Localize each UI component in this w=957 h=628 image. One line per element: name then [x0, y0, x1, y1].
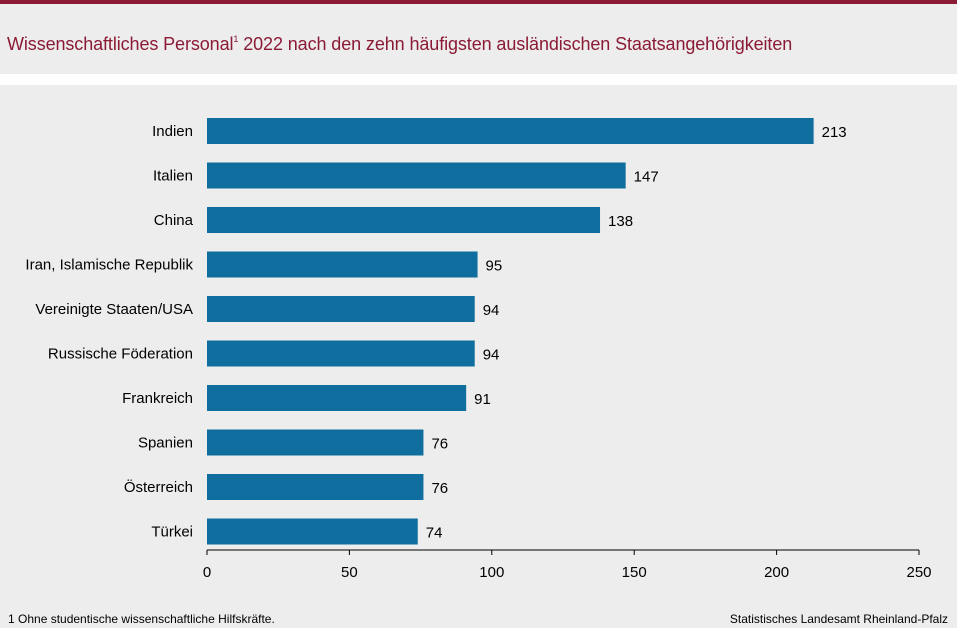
- title-separator: [0, 74, 957, 85]
- bar: [207, 251, 478, 278]
- x-tick-label: 200: [764, 564, 789, 581]
- category-label: Russische Föderation: [48, 346, 193, 363]
- title-main: Wissenschaftliches Personal: [7, 34, 234, 54]
- category-label: Indien: [152, 123, 193, 140]
- x-tick-label: 0: [203, 564, 211, 581]
- title-band: Wissenschaftliches Personal1 2022 nach d…: [0, 4, 957, 74]
- x-tick-label: 50: [341, 564, 358, 581]
- top-accent-rule: [0, 0, 957, 4]
- bar: [207, 340, 475, 367]
- category-label: Italien: [153, 168, 193, 185]
- bar: [207, 207, 601, 233]
- x-tick-label: 250: [906, 564, 931, 581]
- footnote: 1 Ohne studentische wissenschaftliche Hi…: [8, 612, 275, 626]
- bar: [207, 518, 418, 545]
- title-rest: 2022 nach den zehn häufigsten ausländisc…: [238, 34, 793, 54]
- category-label: Vereinigte Staaten/USA: [35, 301, 193, 318]
- data-label: 213: [822, 124, 847, 141]
- data-label: 95: [486, 258, 503, 275]
- bar: [207, 474, 424, 500]
- data-label: 94: [483, 347, 500, 364]
- data-label: 76: [431, 436, 448, 453]
- x-tick-label: 150: [622, 564, 647, 581]
- data-label: 76: [431, 480, 448, 497]
- data-label: 94: [483, 302, 500, 319]
- category-label: Österreich: [124, 478, 193, 496]
- category-label: China: [154, 212, 194, 229]
- category-label: Türkei: [151, 524, 193, 541]
- category-label: Frankreich: [122, 390, 193, 407]
- bar: [207, 385, 467, 411]
- category-label: Spanien: [138, 435, 193, 452]
- data-label: 147: [634, 169, 659, 186]
- title-footnote-marker: 1: [233, 34, 239, 44]
- bar-chart: Indien 213 Italien 147 China 138 Iran, Islamis…: [25, 118, 932, 581]
- bar: [207, 296, 475, 322]
- source-credit: Statistisches Landesamt Rheinland-Pfalz: [729, 612, 948, 626]
- bar: [207, 429, 424, 456]
- data-label: 74: [426, 525, 443, 542]
- x-tick-label: 100: [479, 564, 504, 581]
- data-label: 91: [474, 391, 491, 408]
- category-label: Iran, Islamische Republik: [25, 257, 193, 274]
- data-label: 138: [608, 213, 633, 230]
- bar: [207, 162, 626, 189]
- chart-title: Wissenschaftliches Personal1 2022 nach d…: [7, 34, 792, 55]
- bar: [207, 118, 814, 144]
